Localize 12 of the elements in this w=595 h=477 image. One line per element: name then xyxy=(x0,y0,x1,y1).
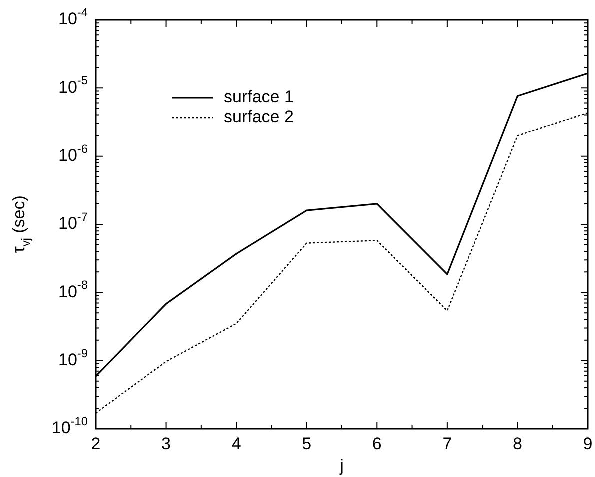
x-tick-label: 2 xyxy=(91,434,101,454)
x-tick-label: 8 xyxy=(512,434,522,454)
y-axis-title: τvj (sec) xyxy=(10,196,34,254)
x-tick-label: 6 xyxy=(372,434,382,454)
legend-label: surface 1 xyxy=(224,88,294,107)
x-tick-label: 9 xyxy=(583,434,593,454)
x-tick-label: 5 xyxy=(302,434,312,454)
legend-label: surface 2 xyxy=(224,108,294,127)
x-tick-label: 4 xyxy=(232,434,242,454)
x-axis-title: j xyxy=(339,456,344,476)
x-tick-label: 3 xyxy=(162,434,172,454)
x-tick-label: 7 xyxy=(442,434,452,454)
